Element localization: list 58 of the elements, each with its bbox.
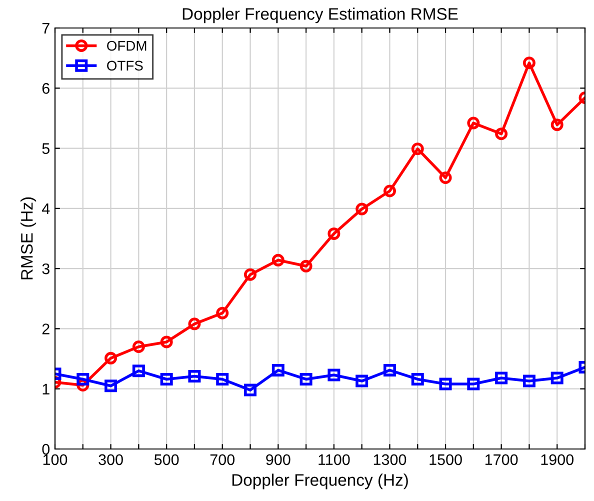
point [550,118,564,132]
point [328,368,340,382]
point [104,380,118,392]
point [244,384,257,396]
x-tick-label: 1100 [318,454,350,466]
point [188,370,201,382]
point [439,172,452,184]
point [411,142,424,156]
point [272,254,284,266]
point [467,116,480,130]
x-tick-label: 100 [43,454,68,466]
point [300,372,312,386]
legend-label: OFDM [107,40,146,51]
point [383,184,396,198]
point [272,364,284,376]
point [439,378,452,390]
point [132,364,145,378]
point [300,260,312,272]
point [411,372,424,386]
point [495,372,508,384]
y-tick-label: 2 [42,324,50,334]
point [550,372,564,384]
y-tick-label: 0 [42,444,50,455]
x-tick-label: 700 [210,454,235,466]
x-tick-label: 300 [98,454,123,466]
y-axis-title: RMSE (Hz) [20,197,36,280]
y-tick-label: 1 [42,384,50,394]
x-tick-label: 500 [154,454,179,466]
y-tick-label: 4 [42,203,50,214]
legend-label: OTFS [107,60,143,71]
point [356,202,368,216]
point [160,336,173,348]
point [328,227,340,240]
x-tick-label: 1900 [541,454,574,466]
point [132,340,145,354]
point [356,374,368,388]
point [76,372,90,386]
point [216,306,229,320]
y-tick-label: 5 [42,143,50,154]
point [467,378,480,390]
point [383,364,396,376]
point [495,128,508,140]
point [216,372,229,386]
point [244,268,257,281]
x-tick-label: 1500 [430,454,462,466]
x-tick-label: 900 [266,454,290,466]
x-tick-label: 1300 [374,454,406,466]
y-tick-label: 6 [42,83,50,94]
point [522,374,536,388]
y-tick-label: 3 [42,263,50,274]
chart-title: Doppler Frequency Estimation RMSE [182,8,458,24]
y-tick-label: 7 [42,23,50,34]
point [104,352,118,364]
point [522,56,536,70]
point [160,372,173,386]
x-tick-label: 1700 [485,454,518,466]
x-axis-title: Doppler Frequency (Hz) [232,474,408,490]
point [188,318,201,330]
